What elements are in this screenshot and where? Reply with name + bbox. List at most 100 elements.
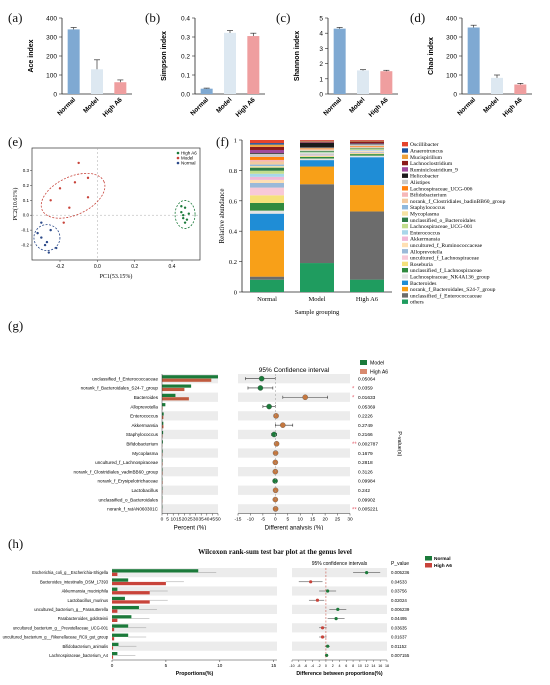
segment-roseburia	[300, 156, 334, 157]
x-axis-label-right: Different analysis (%)	[265, 525, 324, 531]
segment-unclassified-f-enterococcaceae	[300, 184, 334, 264]
chao-index-chart: 0 100 200 300 400 Chao index Normal Model High A…	[428, 16, 532, 119]
segment-norank-f-bacteroidales-s24-7-group	[350, 185, 384, 212]
x-tick-label: 10	[171, 517, 177, 523]
legend-swatch	[402, 186, 408, 191]
x-tick-label: 10	[298, 517, 304, 523]
species-plot-title: Wilcoxon rank-sum test bar plot at the g…	[198, 548, 352, 556]
pca-scatter-chart: -0.2 0.0 0.2 0.4 -0.2 -0.1 0.0 0.1 0.2 0.3 PC1(53.…	[12, 147, 201, 280]
segment-unclassified-o-bacteroidales	[350, 148, 384, 150]
x-tick-label: 20	[182, 517, 188, 523]
row-band	[238, 411, 350, 421]
category-label: Enterococcus	[130, 414, 159, 419]
x-tick-label: -5	[261, 517, 266, 523]
bar-normal	[112, 569, 199, 573]
category-label: Escherichia_coli_g__Escherichia-Shigella	[32, 570, 108, 575]
x-tick-label: 6	[345, 664, 347, 668]
segment-bacteroides	[350, 157, 384, 186]
point-high-a6	[180, 205, 183, 208]
segment-norank-f-clostridiales-badinbb60-group	[250, 161, 284, 165]
ci-title: 95% Confidence interval	[259, 367, 330, 374]
legend-swatch	[402, 167, 408, 172]
p-value: 0.2818	[358, 460, 373, 466]
y-axis-label: Shannon index	[294, 31, 301, 81]
panel-label-g: (g)	[8, 318, 24, 333]
ace-index-chart: 0 100 200 300 400 Ace index Normal Model High A6	[28, 16, 132, 119]
p-value: 0.242	[358, 488, 370, 494]
x-axis-label-left: Proportions(%)	[176, 671, 214, 677]
bar-high-a6	[112, 646, 114, 650]
y-tick-label: 0.1	[181, 73, 190, 80]
y-axis-label: Relative abundance	[218, 188, 226, 243]
x-tick-label: Model	[482, 96, 500, 114]
x-tick-label: -15	[235, 517, 242, 523]
legend-label: Akkermansia	[410, 237, 440, 243]
segment-unclassified-f-enterococcaceae	[250, 276, 284, 280]
legend-label: norank_f_Bacteroidales_S24-7_group	[410, 286, 496, 293]
segment-alloprevotella	[300, 154, 334, 156]
p-value: 0.0359	[358, 386, 373, 392]
point-model	[86, 196, 90, 199]
bar-high-a6	[112, 609, 118, 613]
segment-helicobacter	[250, 153, 284, 154]
legend-label: Alloprevotella	[410, 249, 443, 255]
segment-lachnospiraceae-nk4a136-group	[350, 155, 384, 158]
bar-high-a6	[162, 397, 189, 401]
category-label: Bacteroides	[134, 395, 159, 400]
legend-swatch	[402, 255, 408, 260]
bar-high-a6	[114, 82, 127, 94]
legend-label: Bifidobacterium	[410, 192, 447, 199]
bar-normal	[112, 642, 119, 647]
legend-swatch-model	[360, 360, 367, 365]
ci-title: 95% confidence intervals	[312, 561, 368, 567]
segment-alistipes	[350, 144, 384, 146]
y-axis-label: PC2(10.61%)	[12, 188, 19, 221]
high-a6-ellipse	[174, 200, 196, 229]
legend-label-model: Model	[370, 361, 384, 367]
panel-label-d: (d)	[410, 10, 426, 25]
x-tick-label: -6	[304, 664, 307, 668]
x-tick-label: Normal	[456, 96, 477, 117]
category-label: Lactobacillus_murinus	[67, 598, 108, 603]
bar-high-a6	[112, 572, 118, 576]
p-value: 0.05369	[358, 404, 376, 410]
bar-high-a6	[162, 480, 163, 485]
segment-others	[250, 279, 284, 292]
legend-label: Normal	[181, 161, 196, 166]
panel-label-f: (f)	[216, 134, 229, 149]
x-tick-label: 5	[286, 517, 289, 523]
legend-swatch	[402, 242, 408, 248]
bar-high-a6	[162, 415, 164, 419]
segment-oscillibacter	[250, 140, 284, 144]
p-value: 0.01637	[391, 635, 407, 640]
category-label: unclassified_f_Enterococcaceae	[92, 376, 158, 381]
legend-swatch-normal	[425, 556, 432, 561]
legend-label: Roseburia	[410, 262, 433, 268]
segment-unclassified-f-lachnospiraceae	[250, 202, 284, 211]
category-label: uncultured_bacterium_g__Prevotellaceae_U…	[13, 625, 109, 630]
y-tick-label: 0	[53, 92, 57, 99]
point-normal	[43, 243, 47, 247]
y-tick-label: 0.8	[229, 168, 237, 175]
segment-unclassified-f-lachnospiraceae	[300, 156, 334, 159]
row-band	[238, 485, 350, 495]
category-label: norank_f_Bacteroidales_S24-7_group	[81, 386, 159, 391]
point-normal	[47, 251, 50, 254]
segment-oscillibacter	[350, 140, 384, 141]
legend-label: Staphylococcus	[410, 205, 445, 211]
y-tick-label: 0	[453, 92, 457, 99]
y-tick-label: 1	[319, 76, 323, 83]
segment-lachnoclostridium	[350, 141, 384, 144]
x-tick-label: 18	[385, 664, 389, 668]
segment-uncultured-f-lachnospiraceae	[250, 187, 284, 196]
point-model	[68, 206, 71, 209]
legend-swatch	[402, 280, 408, 285]
segment-anaerotruncus	[250, 143, 284, 145]
legend-label: uncultured_f_Lachnospiraceae	[410, 255, 479, 262]
legend-swatch	[402, 179, 408, 185]
segment-alistipes	[300, 147, 334, 149]
segment-lachnospiraceae-ucg-001	[250, 170, 284, 174]
y-tick-label: 0.3	[181, 35, 190, 42]
point-normal	[40, 236, 43, 239]
bar-normal	[112, 624, 129, 628]
